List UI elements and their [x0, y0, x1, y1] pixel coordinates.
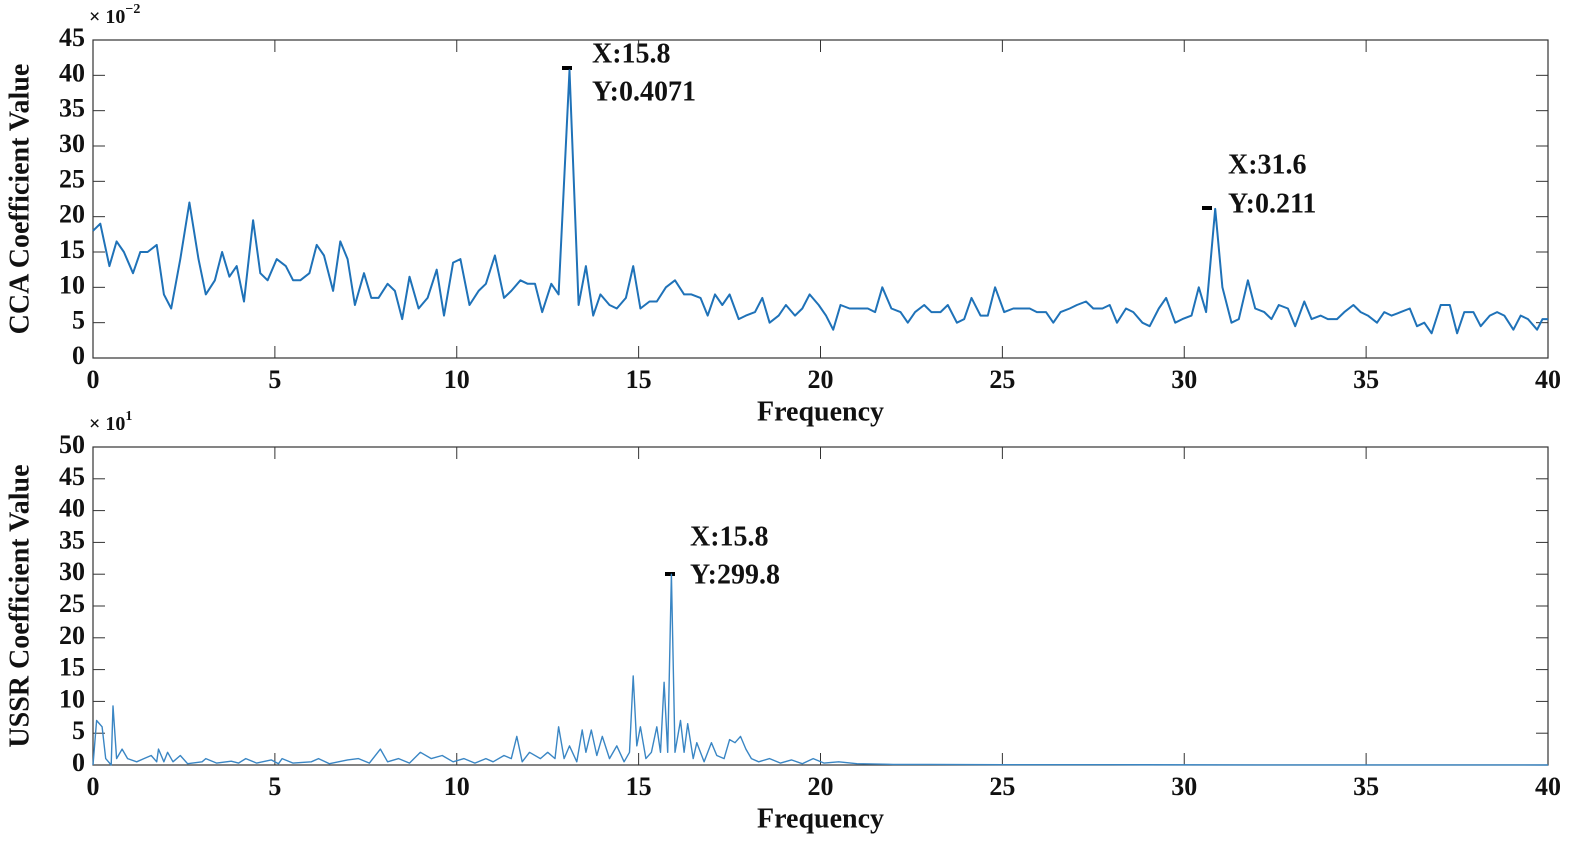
plot-area — [92, 39, 1549, 359]
y-axis-label: USSR Coefficient Value — [4, 464, 35, 747]
x-axis-label: Frequency — [757, 396, 884, 427]
annotation: Y:299.8 — [690, 559, 780, 590]
multiplier-exponent: −2 — [125, 2, 140, 17]
x-tick-label: 10 — [444, 772, 470, 801]
x-tick-label: 25 — [989, 365, 1015, 394]
annotation: Y:0.4071 — [592, 76, 696, 107]
x-tick-label: 10 — [444, 365, 470, 394]
y-tick-label: 25 — [59, 589, 85, 618]
y-tick-label: 50 — [59, 430, 85, 459]
annotation: X:15.8 — [592, 38, 671, 69]
y-tick-label: 10 — [59, 684, 85, 713]
annotation: X:31.6 — [1228, 149, 1307, 180]
y-tick-label: 40 — [59, 494, 85, 523]
x-axis-label: Frequency — [757, 803, 884, 834]
data-line — [92, 69, 1548, 335]
x-tick-label: 20 — [808, 772, 834, 801]
annotation: X:15.8 — [690, 521, 769, 552]
x-tick-label: 30 — [1171, 772, 1197, 801]
y-tick-label: 25 — [59, 164, 85, 193]
x-tick-label: 25 — [989, 772, 1015, 801]
x-tick-label: 5 — [268, 365, 281, 394]
x-tick-label: 0 — [87, 772, 100, 801]
y-tick-label: 0 — [72, 748, 85, 777]
y-tick-label: 15 — [59, 235, 85, 264]
y-tick-label: 15 — [59, 653, 85, 682]
x-tick-label: 35 — [1353, 365, 1379, 394]
data-line — [92, 573, 1549, 766]
y-tick-label: 35 — [59, 525, 85, 554]
axis-multiplier: × 10−2 — [89, 2, 140, 27]
y-tick-label: 5 — [72, 306, 85, 335]
y-tick-label: 5 — [72, 716, 85, 745]
x-tick-label: 5 — [268, 772, 281, 801]
y-tick-label: 40 — [59, 58, 85, 87]
x-tick-label: 30 — [1171, 365, 1197, 394]
y-tick-label: 20 — [59, 621, 85, 650]
y-tick-label: 0 — [72, 341, 85, 370]
x-tick-label: 35 — [1353, 772, 1379, 801]
x-tick-label: 20 — [808, 365, 834, 394]
axis-multiplier: × 101 — [89, 409, 132, 434]
x-tick-label: 15 — [626, 365, 652, 394]
y-tick-label: 35 — [59, 94, 85, 123]
y-tick-label: 45 — [59, 462, 85, 491]
multiplier-exponent: 1 — [125, 409, 132, 424]
x-tick-label: 0 — [87, 365, 100, 394]
y-tick-label: 30 — [59, 557, 85, 586]
y-tick-label: 10 — [59, 270, 85, 299]
x-tick-label: 40 — [1535, 772, 1561, 801]
x-tick-label: 40 — [1535, 365, 1561, 394]
y-tick-label: 20 — [59, 200, 85, 229]
y-tick-label: 45 — [59, 23, 85, 52]
annotation: Y:0.211 — [1228, 188, 1316, 219]
y-tick-label: 30 — [59, 129, 85, 158]
multiplier-base: × 10 — [89, 413, 125, 435]
x-tick-label: 15 — [626, 772, 652, 801]
multiplier-base: × 10 — [89, 6, 125, 28]
plot-area — [92, 446, 1549, 766]
y-axis-label: CCA Coefficient Value — [4, 64, 35, 335]
